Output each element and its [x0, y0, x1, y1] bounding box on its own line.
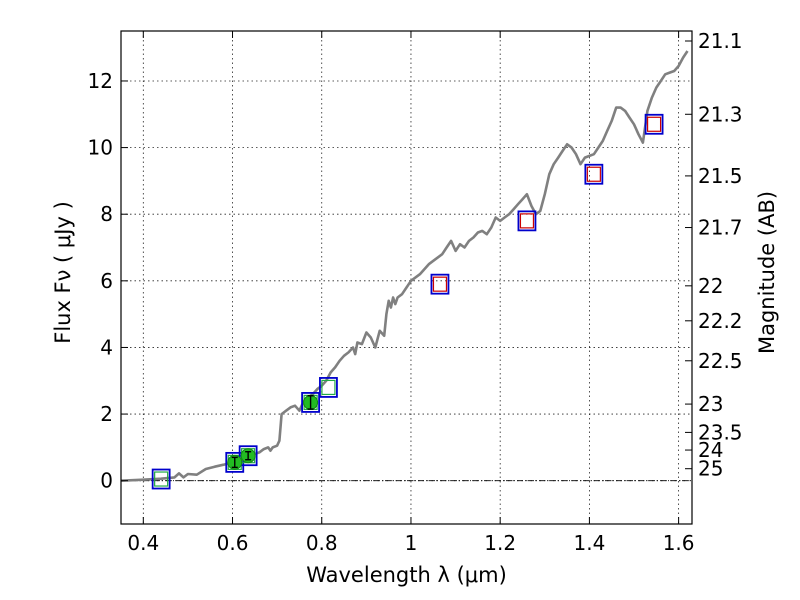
photometry-inner-square	[321, 379, 336, 396]
y-tick-label: 8	[100, 202, 113, 226]
right-tick-label: 23.5	[698, 420, 743, 444]
detection-layer	[227, 394, 319, 470]
photometry-outer-square	[517, 210, 537, 232]
x-tick-label: 1	[405, 531, 418, 555]
detection-point	[227, 454, 243, 470]
right-tick-label: 22	[698, 274, 723, 298]
photometry-box-obs-0.815	[319, 377, 338, 398]
y-axis-title: Flux Fν ( μJy )	[51, 201, 75, 344]
y-tick-label: 6	[100, 269, 113, 293]
photometry-box-obs-1.41	[584, 163, 604, 185]
x-tick-label: 0.6	[217, 531, 249, 555]
photometry-inner-square	[586, 166, 601, 182]
x-tick-label: 1.4	[573, 531, 605, 555]
right-tick-label: 25	[698, 457, 723, 481]
photometry-layer	[151, 113, 664, 490]
photometry-outer-square	[151, 468, 171, 490]
plot-frame	[120, 30, 693, 525]
right-tick-label: 24	[698, 438, 723, 462]
photometry-outer-square	[430, 273, 450, 295]
x-tick-label: 0.8	[306, 531, 338, 555]
photometry-box-obs-0.44	[151, 468, 171, 490]
y-axis-right-title: Magnitude (AB)	[755, 191, 779, 354]
ticks: 0.4 0.6 0.8 1 1.2 1.4 1.602468101221.121.321.5…	[88, 29, 743, 555]
y-tick-label: 4	[100, 335, 113, 359]
photometry-box-obs-1.26	[517, 210, 537, 232]
photometry-inner-square	[519, 213, 535, 229]
photometry-outer-square	[238, 445, 258, 467]
x-tick-label: 1.6	[663, 531, 695, 555]
right-tick-label: 21.3	[698, 102, 743, 126]
right-tick-label: 21.5	[698, 164, 743, 188]
y-tick-label: 0	[100, 469, 113, 493]
detection-point	[240, 448, 256, 464]
photometry-inner-square	[432, 276, 448, 292]
spectrum-line	[120, 50, 689, 482]
right-tick-label: 22.5	[698, 349, 743, 373]
photometry-outer-square	[319, 377, 338, 398]
x-tick-label: 0.4	[127, 531, 159, 555]
y-tick-label: 10	[88, 136, 113, 160]
detection-point	[303, 394, 319, 410]
x-axis-title: Wavelength λ (μm)	[306, 563, 507, 587]
photometry-outer-square	[644, 113, 664, 135]
x-tick-label: 1.2	[484, 531, 516, 555]
y-tick-label: 2	[100, 402, 113, 426]
right-tick-label: 21.7	[698, 216, 743, 240]
photometry-outer-square	[584, 163, 604, 185]
photometry-box-obs-1.065	[430, 273, 450, 295]
right-tick-label: 23	[698, 392, 723, 416]
spectrum-layer	[120, 50, 689, 482]
photometry-inner-square	[646, 116, 662, 132]
right-tick-label: 21.1	[698, 29, 743, 53]
right-tick-label: 22.2	[698, 309, 743, 333]
y-tick-label: 12	[88, 69, 113, 93]
photometry-outer-square	[301, 392, 320, 413]
photometry-inner-square	[154, 471, 169, 487]
grid	[121, 31, 692, 524]
photometry-box-obs-1.545	[644, 113, 664, 135]
